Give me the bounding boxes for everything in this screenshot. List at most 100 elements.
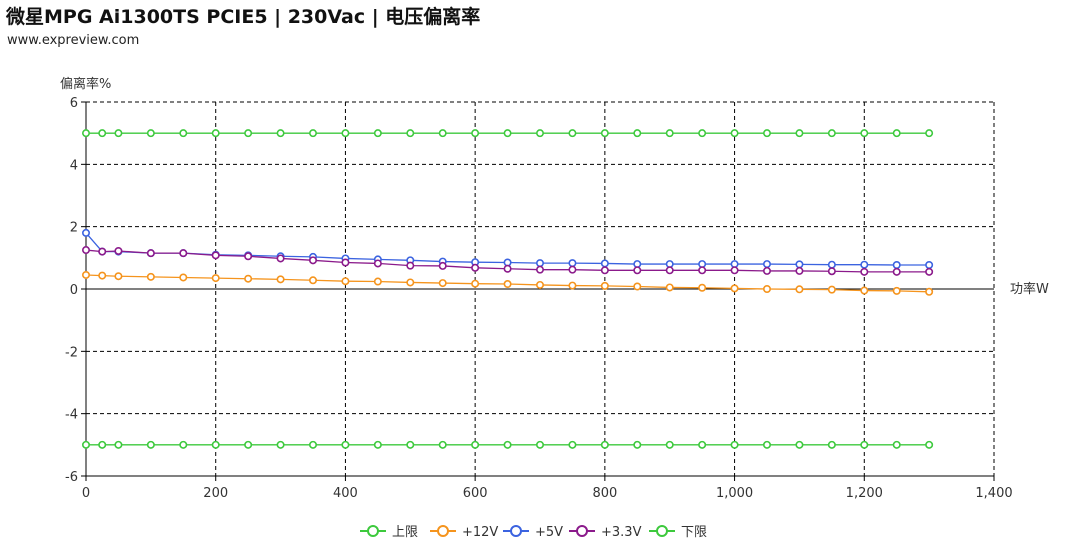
data-point-4-18[interactable] xyxy=(633,440,642,449)
data-point-1-16[interactable] xyxy=(568,281,577,290)
data-point-4-9[interactable] xyxy=(341,440,350,449)
data-point-4-22[interactable] xyxy=(762,440,771,449)
data-point-1-2[interactable] xyxy=(114,272,123,281)
data-point-4-8[interactable] xyxy=(308,440,317,449)
data-point-4-14[interactable] xyxy=(503,440,512,449)
data-point-0-14[interactable] xyxy=(503,129,512,138)
data-point-4-7[interactable] xyxy=(276,440,285,449)
data-point-0-5[interactable] xyxy=(211,129,220,138)
data-point-3-10[interactable] xyxy=(373,259,382,268)
legend-item-2[interactable]: +5V xyxy=(503,525,563,540)
data-point-4-21[interactable] xyxy=(730,440,739,449)
data-point-4-0[interactable] xyxy=(82,440,91,449)
data-point-3-18[interactable] xyxy=(633,266,642,275)
data-point-3-17[interactable] xyxy=(600,266,609,275)
data-point-1-11[interactable] xyxy=(406,278,415,287)
data-point-4-15[interactable] xyxy=(535,440,544,449)
data-point-4-24[interactable] xyxy=(827,440,836,449)
data-point-4-26[interactable] xyxy=(892,440,901,449)
data-point-0-1[interactable] xyxy=(98,129,107,138)
data-point-3-5[interactable] xyxy=(211,251,220,260)
data-point-4-27[interactable] xyxy=(925,440,934,449)
data-point-1-26[interactable] xyxy=(892,286,901,295)
data-point-1-15[interactable] xyxy=(535,280,544,289)
data-point-0-20[interactable] xyxy=(698,129,707,138)
data-point-4-16[interactable] xyxy=(568,440,577,449)
data-point-3-25[interactable] xyxy=(860,267,869,276)
data-point-1-9[interactable] xyxy=(341,277,350,286)
data-point-1-18[interactable] xyxy=(633,282,642,291)
data-point-4-17[interactable] xyxy=(600,440,609,449)
data-point-3-11[interactable] xyxy=(406,261,415,270)
legend[interactable]: 上限 +12V +5V +3.3V 下限 xyxy=(360,525,707,540)
data-point-2-15[interactable] xyxy=(535,259,544,268)
data-point-3-3[interactable] xyxy=(146,249,155,258)
data-point-0-17[interactable] xyxy=(600,129,609,138)
data-point-3-2[interactable] xyxy=(114,246,123,255)
data-point-2-26[interactable] xyxy=(892,261,901,270)
data-point-1-22[interactable] xyxy=(762,284,771,293)
data-point-0-24[interactable] xyxy=(827,129,836,138)
data-point-3-24[interactable] xyxy=(827,267,836,276)
data-point-1-3[interactable] xyxy=(146,272,155,281)
data-point-0-8[interactable] xyxy=(308,129,317,138)
data-point-1-25[interactable] xyxy=(860,286,869,295)
data-point-3-9[interactable] xyxy=(341,258,350,267)
data-point-4-13[interactable] xyxy=(471,440,480,449)
data-point-1-4[interactable] xyxy=(179,273,188,282)
data-point-1-7[interactable] xyxy=(276,275,285,284)
data-point-4-10[interactable] xyxy=(373,440,382,449)
data-point-1-13[interactable] xyxy=(471,279,480,288)
data-point-3-12[interactable] xyxy=(438,261,447,270)
data-point-1-19[interactable] xyxy=(665,283,674,292)
data-point-2-25[interactable] xyxy=(860,260,869,269)
data-point-1-23[interactable] xyxy=(795,285,804,294)
data-point-3-1[interactable] xyxy=(98,247,107,256)
data-point-3-27[interactable] xyxy=(925,267,934,276)
data-point-2-27[interactable] xyxy=(925,261,934,270)
data-point-4-3[interactable] xyxy=(146,440,155,449)
data-point-0-23[interactable] xyxy=(795,129,804,138)
data-point-4-23[interactable] xyxy=(795,440,804,449)
data-point-4-12[interactable] xyxy=(438,440,447,449)
data-point-0-25[interactable] xyxy=(860,129,869,138)
data-point-0-6[interactable] xyxy=(244,129,253,138)
data-point-3-19[interactable] xyxy=(665,266,674,275)
data-point-0-27[interactable] xyxy=(925,129,934,138)
data-point-4-4[interactable] xyxy=(179,440,188,449)
data-point-3-0[interactable] xyxy=(82,246,91,255)
data-point-0-11[interactable] xyxy=(406,129,415,138)
data-point-4-25[interactable] xyxy=(860,440,869,449)
data-point-3-14[interactable] xyxy=(503,264,512,273)
data-point-1-6[interactable] xyxy=(244,274,253,283)
data-point-1-8[interactable] xyxy=(308,276,317,285)
data-point-0-18[interactable] xyxy=(633,129,642,138)
legend-item-0[interactable]: 上限 xyxy=(360,525,418,540)
data-point-3-22[interactable] xyxy=(762,266,771,275)
data-point-1-20[interactable] xyxy=(698,283,707,292)
data-point-0-7[interactable] xyxy=(276,129,285,138)
data-point-1-17[interactable] xyxy=(600,281,609,290)
data-point-4-1[interactable] xyxy=(98,440,107,449)
data-point-0-10[interactable] xyxy=(373,129,382,138)
data-point-0-12[interactable] xyxy=(438,129,447,138)
data-point-4-19[interactable] xyxy=(665,440,674,449)
data-point-2-24[interactable] xyxy=(827,260,836,269)
legend-item-3[interactable]: +3.3V xyxy=(569,525,642,540)
data-point-4-11[interactable] xyxy=(406,440,415,449)
data-point-1-21[interactable] xyxy=(730,284,739,293)
data-point-3-23[interactable] xyxy=(795,266,804,275)
data-point-3-21[interactable] xyxy=(730,266,739,275)
data-point-3-6[interactable] xyxy=(244,252,253,261)
data-point-1-12[interactable] xyxy=(438,279,447,288)
data-point-3-16[interactable] xyxy=(568,265,577,274)
data-point-4-5[interactable] xyxy=(211,440,220,449)
data-point-1-5[interactable] xyxy=(211,274,220,283)
data-point-4-2[interactable] xyxy=(114,440,123,449)
data-point-1-14[interactable] xyxy=(503,280,512,289)
data-point-3-8[interactable] xyxy=(308,256,317,265)
data-point-0-19[interactable] xyxy=(665,129,674,138)
data-point-4-20[interactable] xyxy=(698,440,707,449)
legend-item-4[interactable]: 下限 xyxy=(649,525,707,540)
data-point-3-26[interactable] xyxy=(892,267,901,276)
